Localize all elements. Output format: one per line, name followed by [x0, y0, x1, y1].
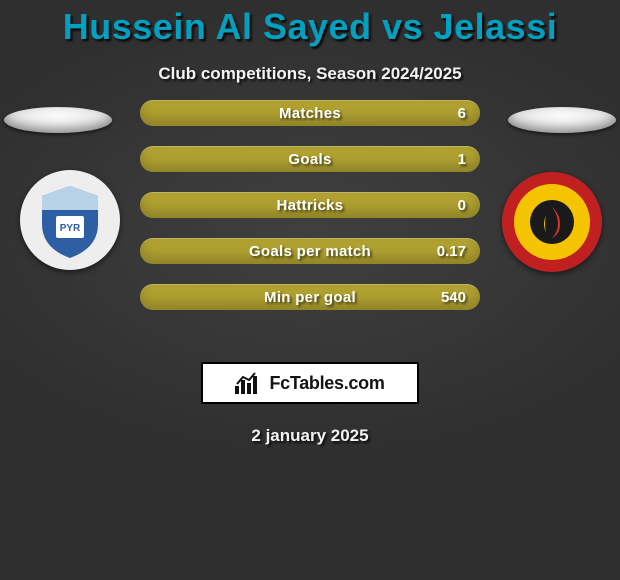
stat-label: Min per goal [264, 289, 356, 306]
brand-text: FcTables.com [269, 373, 384, 394]
club-badge-left: PYR [20, 170, 120, 270]
brand-logo-icon [235, 372, 261, 394]
page-title: Hussein Al Sayed vs Jelassi [0, 6, 620, 48]
brand-box: FcTables.com [201, 362, 419, 404]
club-badge-right [502, 172, 602, 272]
stat-label: Goals [288, 151, 331, 168]
stat-bar: Goals per match 0.17 [140, 238, 480, 264]
stat-bar: Hattricks 0 [140, 192, 480, 218]
stat-label: Goals per match [249, 243, 371, 260]
stat-value-right: 0 [458, 192, 466, 218]
stat-value-right: 540 [441, 284, 466, 310]
stat-label: Matches [279, 105, 341, 122]
stat-value-right: 1 [458, 146, 466, 172]
stat-bar: Goals 1 [140, 146, 480, 172]
stat-value-right: 0.17 [437, 238, 466, 264]
svg-text:PYR: PYR [60, 223, 81, 234]
stat-value-right: 6 [458, 100, 466, 126]
subtitle: Club competitions, Season 2024/2025 [0, 64, 620, 84]
stat-bars: Matches 6 Goals 1 Hattricks 0 Goals per match 0… [140, 100, 480, 330]
comparison-panel: PYR Matches6Goals1Hattricks0Goals per ma… [0, 112, 620, 352]
stat-bar: Matches 6 [140, 100, 480, 126]
stat-bar: Min per goal 540 [140, 284, 480, 310]
date-text: 2 january 2025 [0, 426, 620, 446]
player-photo-right [508, 107, 616, 133]
stat-label: Hattricks [277, 197, 344, 214]
player-photo-left [4, 107, 112, 133]
